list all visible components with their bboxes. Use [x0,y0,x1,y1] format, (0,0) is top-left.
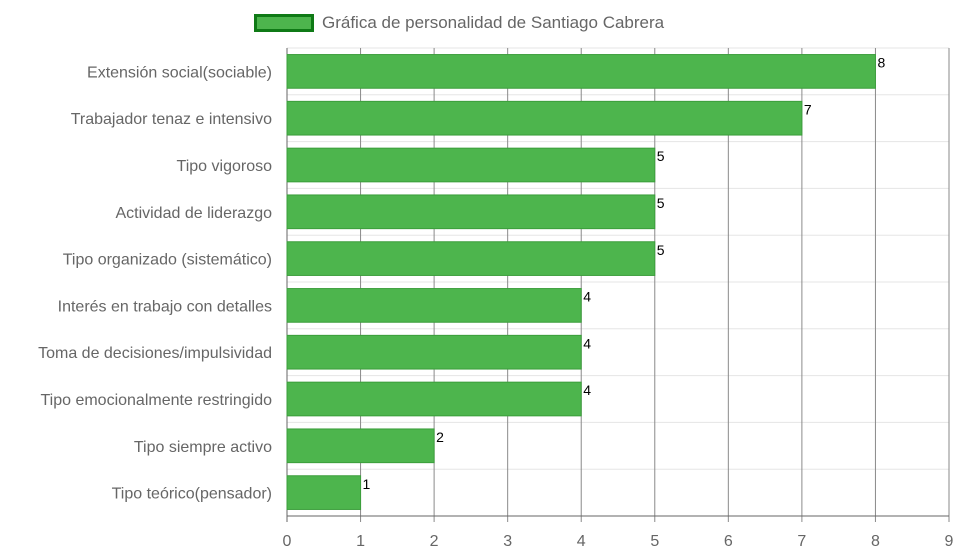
category-label: Tipo emocionalmente restringido [40,392,272,409]
category-label: Tipo siempre activo [134,439,272,456]
value-label: 4 [583,289,591,305]
bar [286,54,876,89]
x-tick-label: 4 [577,533,586,550]
x-tick-label: 3 [503,533,512,550]
category-label: Trabajador tenaz e intensivo [71,111,272,128]
legend-label: Gráfica de personalidad de Santiago Cabr… [322,13,665,32]
x-tick-label: 9 [945,533,954,550]
bar [286,428,435,464]
bar [286,194,656,230]
x-tick-label: 7 [797,533,806,550]
x-tick-label: 6 [724,533,733,550]
value-label: 8 [877,55,885,71]
x-tick-label: 0 [283,533,292,550]
category-label: Toma de decisiones/impulsividad [38,345,272,362]
bar [286,147,656,183]
bar [286,100,803,136]
value-label: 1 [363,476,371,492]
x-tick-label: 8 [871,533,880,550]
category-label: Extensión social(sociable) [87,64,272,81]
bar [286,288,582,323]
value-label: 2 [436,429,444,445]
category-label: Tipo teórico(pensador) [112,486,272,503]
value-label: 4 [583,335,591,351]
x-tick-label: 1 [356,533,365,550]
legend[interactable]: Gráfica de personalidad de Santiago Cabr… [254,11,664,35]
category-label: Tipo vigoroso [177,158,273,175]
value-label: 7 [804,101,812,117]
bar [286,475,362,510]
x-tick-label: 2 [430,533,439,550]
category-label: Actividad de liderazgo [115,205,272,222]
bar [286,241,656,276]
bar [286,334,582,370]
bar [286,381,582,417]
value-label: 5 [657,242,665,258]
value-label: 4 [583,382,591,398]
category-label: Tipo organizado (sistemático) [63,252,272,269]
value-label: 5 [657,195,665,211]
legend-swatch [254,14,314,32]
value-label: 5 [657,148,665,164]
x-tick-label: 5 [650,533,659,550]
category-label: Interés en trabajo con detalles [58,298,272,315]
